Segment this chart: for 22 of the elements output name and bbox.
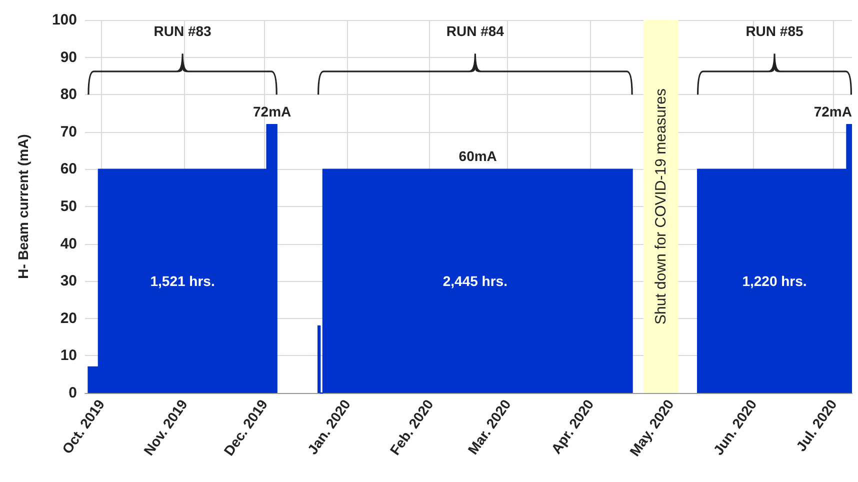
y-tick-label: 100 <box>52 12 77 28</box>
annotation: 1,521 hrs. <box>150 273 215 290</box>
y-tick-label: 20 <box>60 310 77 327</box>
y-tick-label: 90 <box>60 48 77 66</box>
annotation: RUN #85 <box>746 23 804 40</box>
y-axis-title: H- Beam current (mA) <box>15 134 31 279</box>
y-tick-label: 80 <box>60 86 77 104</box>
annotation: 2,445 hrs. <box>442 273 508 290</box>
data-label: 60mA <box>458 148 497 164</box>
y-tick-label: 40 <box>60 235 77 252</box>
y-tick-label: 70 <box>60 123 77 140</box>
band-label: Shut down for COVID-19 measures <box>652 88 670 324</box>
data-label: 72mA <box>814 103 852 120</box>
y-tick-label: 50 <box>60 198 77 215</box>
y-tick-label: 60 <box>60 160 77 178</box>
annotation: RUN #83 <box>154 23 212 40</box>
y-tick-label: 0 <box>68 384 77 402</box>
annotation: RUN #84 <box>446 23 504 40</box>
y-tick-label: 10 <box>60 347 77 364</box>
data-label: 72mA <box>253 103 292 120</box>
annotation: 1,220 hrs. <box>742 273 807 290</box>
y-tick-label: 30 <box>60 272 77 290</box>
